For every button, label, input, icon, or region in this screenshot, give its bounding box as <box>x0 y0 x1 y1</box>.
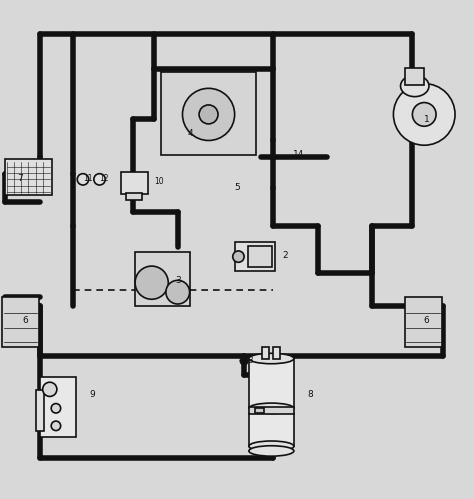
Circle shape <box>240 357 248 365</box>
Circle shape <box>51 404 61 413</box>
Text: 5: 5 <box>235 183 240 193</box>
Text: 3: 3 <box>175 276 181 285</box>
Text: 14: 14 <box>293 150 304 159</box>
Bar <box>2 297 39 347</box>
Text: 12: 12 <box>100 174 109 183</box>
Text: 13: 13 <box>243 356 253 365</box>
Bar <box>273 347 280 358</box>
Ellipse shape <box>249 446 294 456</box>
Bar <box>40 377 76 437</box>
Bar <box>121 172 148 194</box>
Circle shape <box>412 103 436 126</box>
Circle shape <box>94 174 105 185</box>
Bar <box>249 413 294 446</box>
Text: 6: 6 <box>23 316 28 325</box>
Text: 8: 8 <box>307 390 313 399</box>
Bar <box>249 407 294 415</box>
Bar <box>135 252 190 306</box>
Circle shape <box>43 382 57 396</box>
Bar <box>405 297 442 347</box>
Text: 7: 7 <box>18 174 23 183</box>
Circle shape <box>51 421 61 431</box>
Bar <box>255 408 264 413</box>
Bar <box>262 347 269 358</box>
Text: 2: 2 <box>282 251 288 260</box>
Ellipse shape <box>401 75 429 97</box>
Bar <box>126 193 142 200</box>
Ellipse shape <box>249 353 294 364</box>
Bar <box>249 358 294 408</box>
Circle shape <box>166 280 190 304</box>
Bar <box>235 243 275 271</box>
Bar <box>405 68 424 84</box>
Text: 1: 1 <box>424 115 430 124</box>
Circle shape <box>233 251 244 262</box>
Circle shape <box>393 84 455 145</box>
Circle shape <box>199 105 218 124</box>
Text: 6: 6 <box>423 316 429 325</box>
Circle shape <box>135 266 168 299</box>
Bar <box>5 160 52 195</box>
Bar <box>161 72 256 155</box>
Bar <box>248 246 272 267</box>
Bar <box>36 390 44 431</box>
Text: 9: 9 <box>89 390 95 399</box>
Ellipse shape <box>249 441 294 452</box>
Text: 10: 10 <box>154 177 164 186</box>
Text: 11: 11 <box>83 174 92 183</box>
Circle shape <box>182 88 235 141</box>
Circle shape <box>77 174 89 185</box>
Text: 4: 4 <box>187 129 193 138</box>
Ellipse shape <box>249 403 294 414</box>
